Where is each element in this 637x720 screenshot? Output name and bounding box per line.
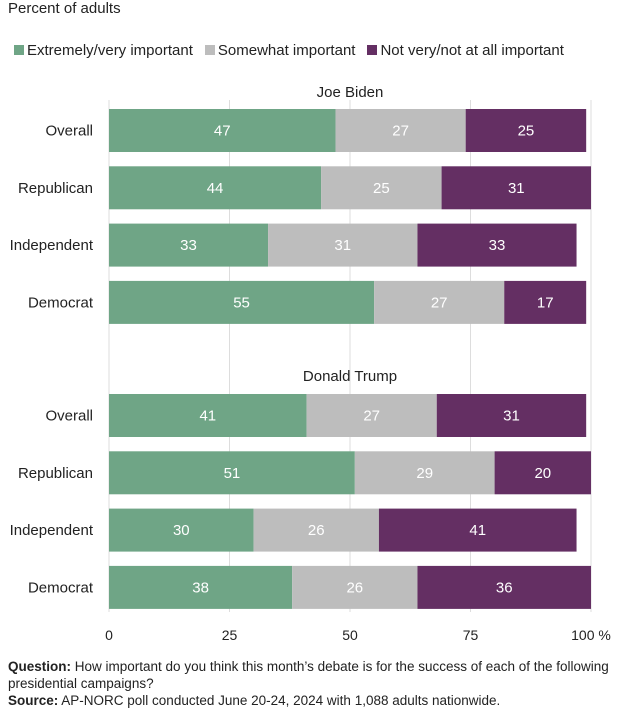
bar-joe-biden-republican-not-very-not-at-all-important — [441, 166, 591, 210]
bar-donald-trump-overall-somewhat-important — [306, 394, 437, 437]
bar-donald-trump-republican-extremely-very-important — [109, 451, 355, 495]
bar-joe-biden-independent-somewhat-important — [268, 223, 418, 267]
data-label: 31 — [508, 180, 525, 197]
stacked-bar-chart: 0 25 50 75 100 % Joe Biden Overall 47 27 25 Republ… — [10, 84, 611, 643]
bar-donald-trump-republican-somewhat-important — [354, 451, 495, 495]
data-label: 27 — [363, 408, 380, 425]
x-tick-label: 75 — [463, 627, 479, 643]
legend-swatch-not-very — [367, 45, 378, 55]
bar-joe-biden-overall-somewhat-important — [335, 109, 466, 152]
data-label: 25 — [373, 180, 390, 197]
bar-joe-biden-independent-extremely-very-important — [109, 223, 269, 267]
bar-donald-trump-independent-extremely-very-important — [109, 508, 254, 552]
data-label: 31 — [503, 408, 520, 425]
data-label: 20 — [534, 465, 551, 482]
data-label: 44 — [207, 180, 224, 197]
data-label: 27 — [392, 123, 409, 140]
data-label: 25 — [518, 123, 535, 140]
x-tick-label: 100 % — [571, 627, 611, 643]
data-label: 31 — [334, 237, 351, 254]
category-label-independent: Independent — [10, 237, 94, 254]
bar-donald-trump-overall-extremely-very-important — [109, 394, 307, 437]
category-label-overall: Overall — [45, 123, 93, 140]
category-label-democrat: Democrat — [28, 294, 94, 311]
category-label-republican: Republican — [18, 465, 93, 482]
chart-subtitle: Percent of adults — [8, 0, 121, 17]
category-label-independent: Independent — [10, 522, 94, 539]
data-label: 55 — [233, 294, 250, 311]
question-text: How important do you think this month’s … — [8, 659, 609, 691]
x-tick-label: 50 — [342, 627, 358, 643]
bar-joe-biden-democrat-somewhat-important — [374, 280, 505, 324]
question-label: Question: — [8, 659, 71, 674]
bar-joe-biden-republican-somewhat-important — [321, 166, 442, 210]
group-title-joe-biden: Joe Biden — [317, 84, 384, 101]
legend-label-somewhat: Somewhat important — [217, 41, 356, 59]
legend-item-not-very: Not very/not at all important — [367, 41, 564, 59]
bar-joe-biden-democrat-extremely-very-important — [109, 280, 375, 324]
data-label: 30 — [173, 522, 190, 539]
group-title-donald-trump: Donald Trump — [303, 368, 397, 385]
category-label-democrat: Democrat — [28, 579, 94, 596]
bar-donald-trump-democrat-extremely-very-important — [109, 565, 293, 609]
chart-legend: Extremely/very important Somewhat import… — [14, 40, 564, 60]
bar-donald-trump-independent-somewhat-important — [253, 508, 379, 552]
data-label: 33 — [180, 237, 197, 254]
bar-donald-trump-independent-not-very-not-at-all-important — [378, 508, 577, 552]
data-label: 41 — [199, 408, 216, 425]
chart-footer: Question: How important do you think thi… — [8, 658, 630, 709]
bar-joe-biden-overall-extremely-very-important — [109, 109, 336, 152]
data-label: 47 — [214, 123, 231, 140]
bar-joe-biden-independent-not-very-not-at-all-important — [417, 223, 577, 267]
bars: Joe Biden Overall 47 27 25 Republican 44 25 31 In… — [10, 84, 591, 609]
source-text: AP-NORC poll conducted June 20-24, 2024 … — [61, 693, 501, 708]
data-label: 51 — [224, 465, 241, 482]
legend-label-extremely-very: Extremely/very important — [27, 41, 193, 59]
legend-swatch-somewhat — [204, 45, 215, 55]
bar-donald-trump-overall-not-very-not-at-all-important — [436, 394, 587, 437]
category-label-overall: Overall — [45, 408, 93, 425]
legend-swatch-extremely-very — [14, 45, 24, 55]
x-tick-label: 25 — [222, 627, 238, 643]
data-label: 17 — [537, 294, 554, 311]
data-label: 33 — [489, 237, 506, 254]
data-label: 38 — [192, 579, 209, 596]
bar-joe-biden-republican-extremely-very-important — [109, 166, 322, 210]
bar-donald-trump-republican-not-very-not-at-all-important — [494, 451, 591, 495]
bar-joe-biden-democrat-not-very-not-at-all-important — [504, 280, 587, 324]
source-label: Source: — [8, 693, 59, 708]
data-label: 27 — [431, 294, 448, 311]
question-note: Question: How important do you think thi… — [8, 658, 630, 692]
data-label: 41 — [469, 522, 486, 539]
legend-label-not-very: Not very/not at all important — [380, 41, 564, 59]
bar-joe-biden-overall-not-very-not-at-all-important — [465, 109, 587, 152]
bar-donald-trump-democrat-somewhat-important — [292, 565, 418, 609]
data-label: 26 — [308, 522, 325, 539]
data-label: 26 — [346, 579, 363, 596]
legend-item-extremely-very: Extremely/very important — [14, 42, 193, 59]
data-label: 29 — [416, 465, 433, 482]
category-label-republican: Republican — [18, 180, 93, 197]
data-label: 36 — [496, 579, 513, 596]
x-tick-label: 0 — [105, 627, 113, 643]
source-note: Source: AP-NORC poll conducted June 20-2… — [8, 692, 630, 709]
bar-donald-trump-democrat-not-very-not-at-all-important — [417, 565, 591, 609]
legend-item-somewhat: Somewhat important — [204, 41, 356, 59]
